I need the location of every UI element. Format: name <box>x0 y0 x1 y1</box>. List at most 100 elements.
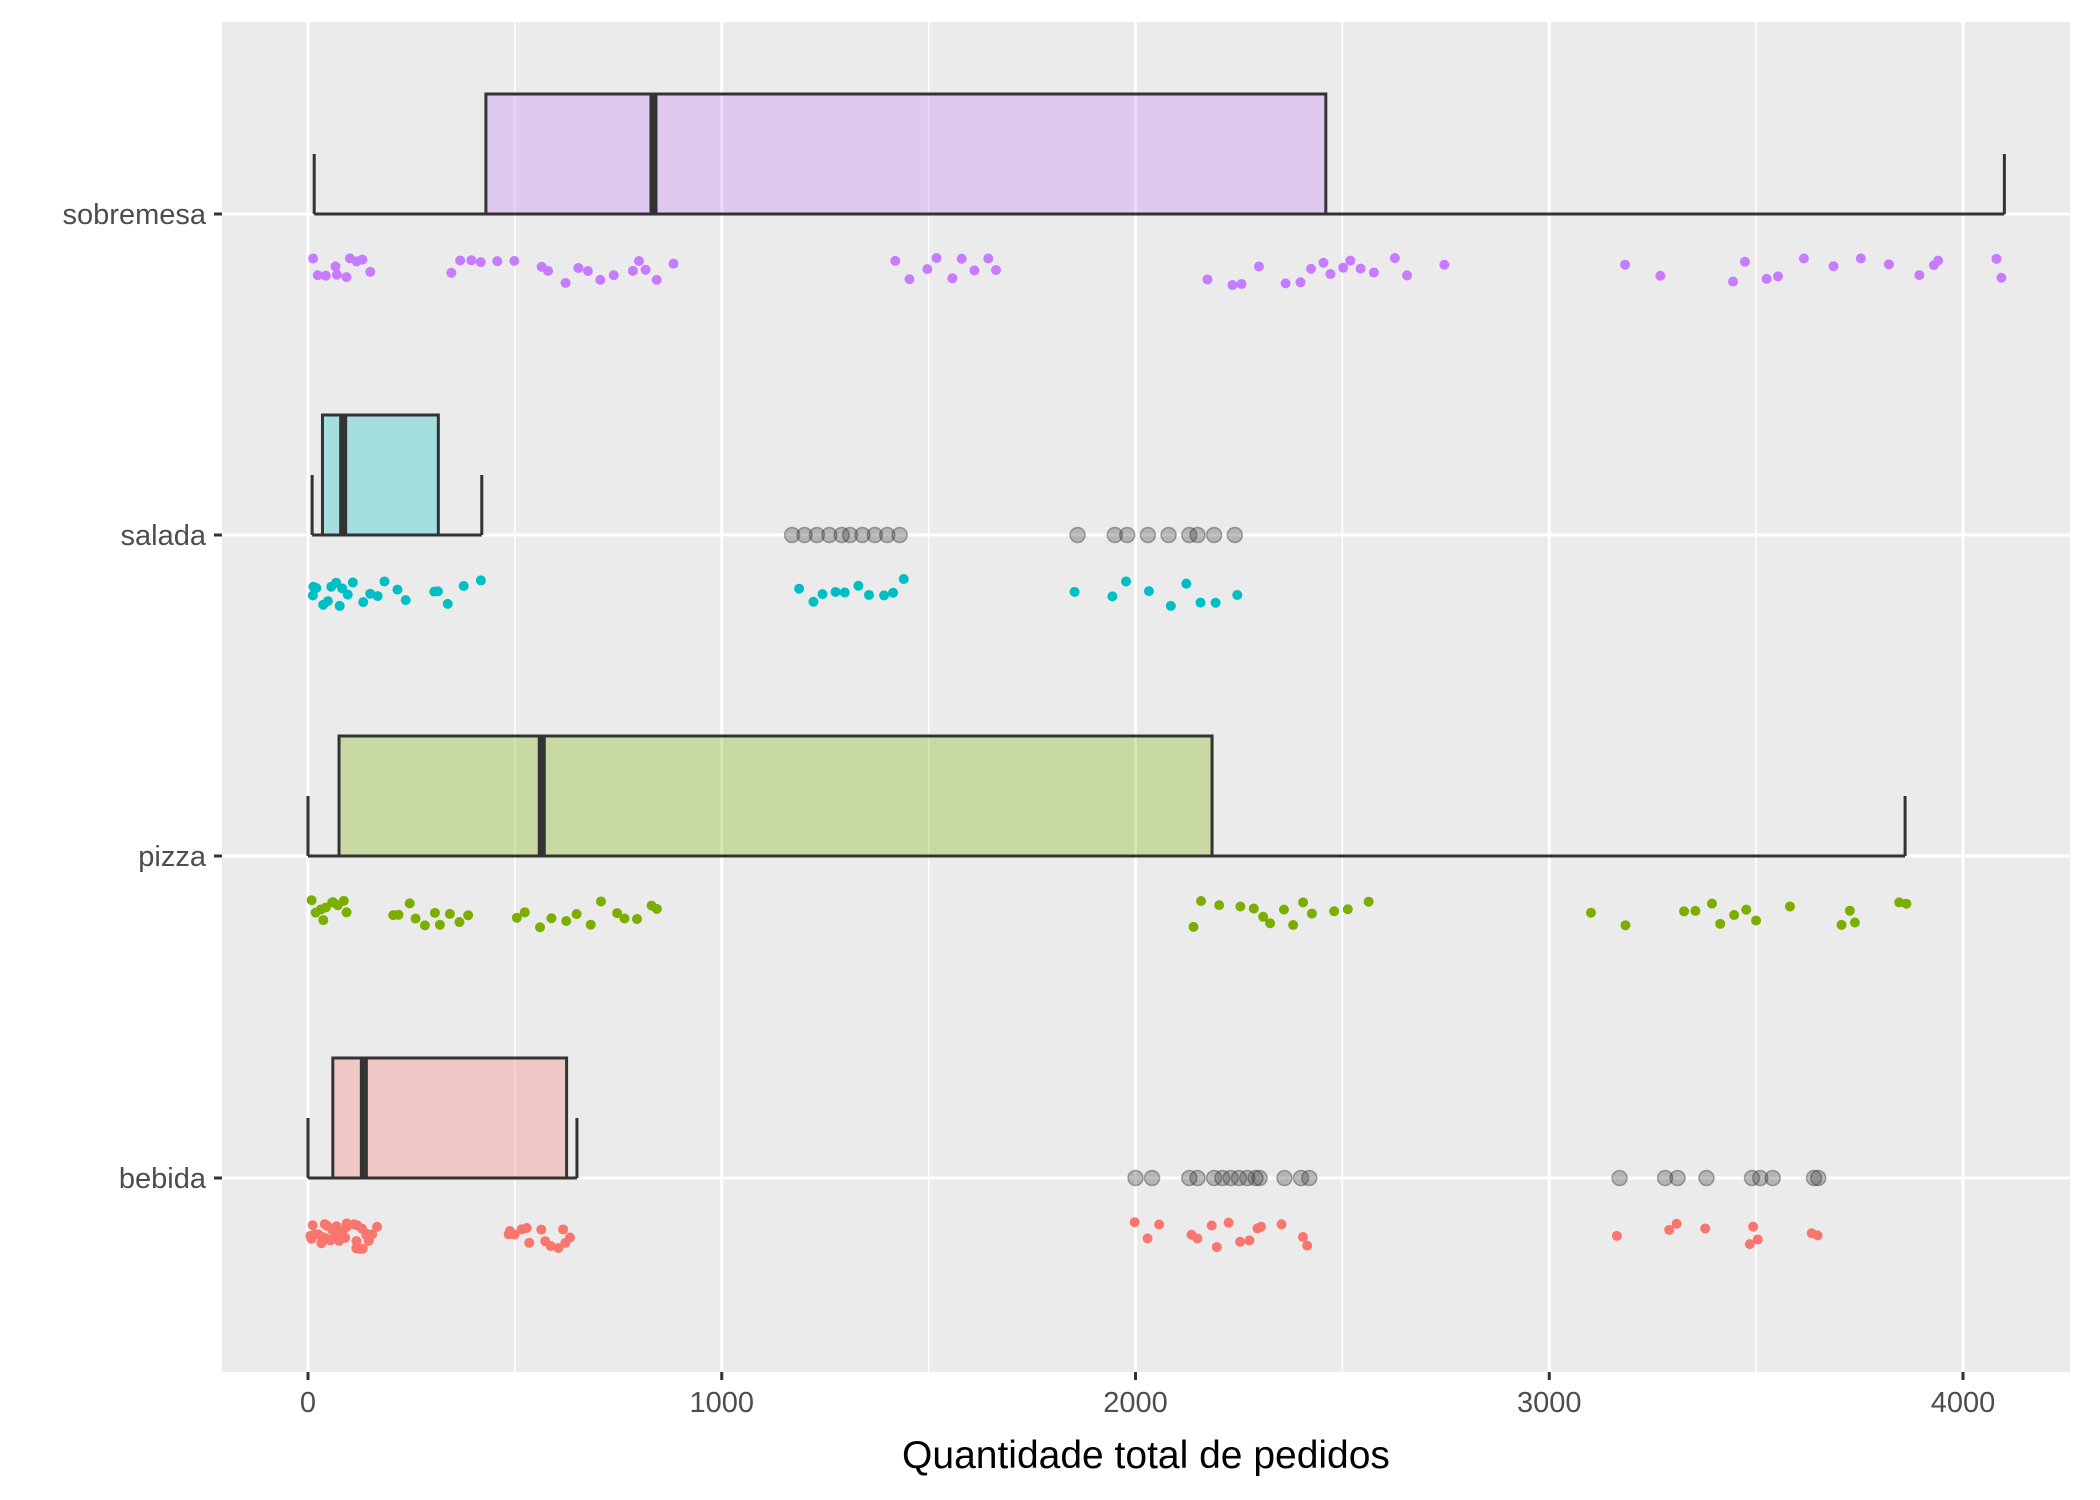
jitter-point-sobremesa <box>668 258 679 269</box>
jitter-point-pizza <box>1784 901 1795 912</box>
jitter-point-bebida <box>322 1220 333 1231</box>
jitter-point-bebida <box>504 1226 515 1237</box>
jitter-point-pizza <box>1258 911 1269 922</box>
outlier-point-salada <box>821 526 838 544</box>
axes: 0 1000 2000 3000 4000 bebida pizza salada sobrem… <box>63 199 1996 1419</box>
jitter-point-salada <box>432 586 443 597</box>
jitter-point-bebida <box>1223 1217 1234 1228</box>
outlier-point-salada <box>1181 526 1198 544</box>
jitter-point-salada <box>400 595 411 606</box>
jitter-point-sobremesa <box>1914 270 1925 281</box>
jitter-point-salada <box>379 576 390 587</box>
jitter-point-salada <box>475 575 486 586</box>
jitter-point-salada <box>392 584 403 595</box>
outlier-point-salada <box>808 526 826 544</box>
jitter-point-sobremesa <box>1368 267 1379 278</box>
jitter-point-bebida <box>1255 1221 1266 1232</box>
jitter-point-pizza <box>429 907 440 918</box>
outlier-point-salada <box>1205 526 1223 544</box>
jitter-point-bebida <box>1211 1242 1222 1253</box>
jitter-point-salada <box>898 574 909 585</box>
jitter-point-sobremesa <box>1620 259 1631 270</box>
jitter-point-salada <box>307 590 318 601</box>
outlier-point-bebida <box>1698 1169 1715 1187</box>
outlier-point-bebida <box>1222 1169 1239 1187</box>
jitter-point-sobremesa <box>890 255 901 266</box>
jitter-point-sobremesa <box>330 261 341 272</box>
jitter-point-bebida <box>307 1220 318 1231</box>
jitter-point-sobremesa <box>651 274 662 285</box>
outlier-point-salada <box>796 526 813 544</box>
jitter-point-sobremesa <box>931 253 942 264</box>
jitter-point-sobremesa <box>1772 271 1783 282</box>
outlier-point-bebida <box>1251 1169 1268 1187</box>
jitter-point-sobremesa <box>1439 259 1450 270</box>
jitter-point-bebida <box>351 1236 362 1247</box>
jitter-point-bebida <box>1192 1233 1203 1244</box>
box-sobremesa <box>312 92 2006 216</box>
jitter-point-sobremesa <box>1202 274 1213 285</box>
box-pizza <box>306 734 1907 858</box>
jitter-point-pizza <box>434 919 445 930</box>
jitter-point-sobremesa <box>466 255 477 266</box>
outlier-point-bebida <box>1656 1169 1674 1187</box>
jitter-point-pizza <box>1844 905 1855 916</box>
jitter-point-bebida <box>1276 1219 1287 1230</box>
box-iqr-pizza <box>337 734 1214 858</box>
jitter-point-sobremesa <box>595 274 606 285</box>
jitter-point-salada <box>817 589 828 600</box>
jitter-point-sobremesa <box>308 253 319 264</box>
jitter-point-pizza <box>454 917 465 928</box>
outlier-point-salada <box>833 526 850 544</box>
jitter-point-pizza <box>1729 910 1740 921</box>
jitter-point-pizza <box>1298 897 1309 908</box>
jitter-point-salada <box>372 591 383 602</box>
jitter-point-pizza <box>1342 904 1353 915</box>
jitter-point-pizza <box>585 919 596 930</box>
jitter-point-bebida <box>524 1237 535 1248</box>
jitter-point-bebida <box>341 1218 352 1229</box>
jitter-point-pizza <box>338 895 349 906</box>
jitter-point-sobremesa <box>983 253 994 264</box>
jitter-point-pizza <box>1214 900 1225 911</box>
x-tick-label: 2000 <box>1103 1387 1168 1419</box>
outlier-point-bebida <box>1611 1169 1628 1187</box>
outlier-point-salada <box>1160 526 1177 544</box>
jitter-point-bebida <box>1244 1235 1255 1246</box>
jitter-point-bebida <box>357 1243 368 1254</box>
jitter-point-bebida <box>1671 1218 1682 1229</box>
jitter-point-sobremesa <box>357 254 368 265</box>
jitter-point-bebida <box>1142 1233 1153 1244</box>
jitter-point-bebida <box>1302 1240 1313 1251</box>
jitter-point-pizza <box>410 913 421 924</box>
outlier-point-bebida <box>1292 1169 1310 1187</box>
outlier-point-bebida <box>1764 1169 1781 1187</box>
jitter-point-pizza <box>535 922 546 933</box>
outlier-point-bebida <box>1181 1169 1198 1187</box>
jitter-point-salada <box>347 577 358 588</box>
jitter-point-salada <box>1143 586 1154 597</box>
jitter-point-pizza <box>1265 918 1276 929</box>
jitter-point-salada <box>888 587 899 598</box>
jitter-point-salada <box>839 587 850 598</box>
jitter-point-bebida <box>1611 1230 1622 1241</box>
outlier-point-bebida <box>1301 1169 1318 1187</box>
jitter-point-salada <box>830 586 841 597</box>
box-iqr-bebida <box>331 1056 569 1180</box>
jitter-point-salada <box>1165 600 1176 611</box>
jitter-point-sobremesa <box>1402 270 1413 281</box>
jitter-point-bebida <box>316 1238 327 1249</box>
jitter-point-pizza <box>619 913 630 924</box>
jitter-point-pizza <box>546 913 557 924</box>
jitter-point-sobremesa <box>341 272 352 283</box>
jitter-point-sobremesa <box>608 270 619 281</box>
jitter-point-bebida <box>558 1224 569 1235</box>
jitter-point-sobremesa <box>627 265 638 276</box>
jitter-point-pizza <box>511 912 522 923</box>
outlier-point-bebida <box>1189 1169 1206 1187</box>
jitter-point-sobremesa <box>947 273 958 284</box>
jitter-point-pizza <box>306 895 317 906</box>
jitter-point-sobremesa <box>331 269 342 280</box>
jitter-point-bebida <box>1235 1236 1246 1247</box>
